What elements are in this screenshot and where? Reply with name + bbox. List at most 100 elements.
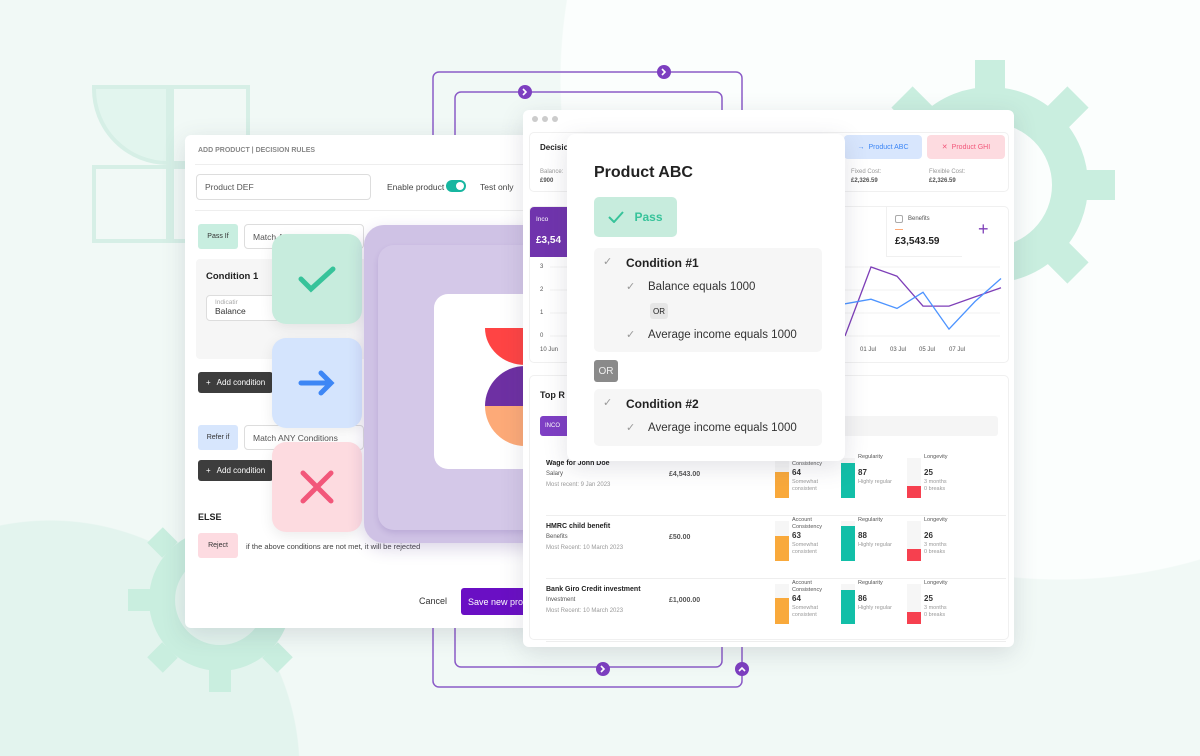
- longevity-bar: [907, 549, 921, 561]
- arrow-right-icon: →: [857, 143, 865, 151]
- income-tab[interactable]: Inco £3,54: [530, 207, 574, 257]
- condition-1-title: Condition 1: [206, 271, 259, 282]
- check-icon: [298, 266, 336, 293]
- condition-2-title: Condition #2: [626, 397, 699, 411]
- flexible-cost-value: £2,326.59: [929, 178, 956, 184]
- longevity-score: 25: [924, 594, 933, 603]
- income-label: Inco: [536, 216, 549, 223]
- enable-product-label: Enable product: [387, 182, 445, 192]
- regularity-bar: [841, 463, 855, 498]
- consistency-bar: [775, 598, 789, 624]
- regularity-score: 87: [858, 468, 867, 477]
- test-only-label: Test only: [480, 182, 514, 192]
- regularity-label: Regularity: [858, 517, 883, 523]
- consistency-text: Somewhat consistent: [792, 542, 818, 555]
- check-icon: ✓: [626, 422, 636, 434]
- indicator-value: Balance: [215, 306, 246, 316]
- longevity-score: 26: [924, 531, 933, 540]
- income-row[interactable]: HMRC child benefit Benefits Most Recent:…: [546, 517, 1006, 579]
- condition-text: Average income equals 1000: [648, 422, 797, 434]
- x-tick: 07 Jul: [949, 347, 966, 353]
- else-label: ELSE: [198, 512, 222, 522]
- add-condition-label: Add condition: [216, 378, 266, 387]
- fixed-cost-label: Fixed Cost:: [851, 169, 882, 175]
- row-name: Wage for John Doe: [546, 460, 610, 467]
- cancel-button[interactable]: Cancel: [419, 596, 448, 606]
- check-icon: ✓: [626, 329, 636, 341]
- regularity-bar: [841, 525, 855, 561]
- consistency-score: 64: [792, 594, 801, 603]
- row-category: Benefits: [546, 534, 568, 540]
- pass-tile: [272, 234, 362, 324]
- or-badge: OR: [650, 303, 668, 319]
- consistency-score: 64: [792, 468, 801, 477]
- longevity-bar: [907, 486, 921, 498]
- checkbox[interactable]: [895, 215, 903, 223]
- regularity-text: Highly regular: [858, 605, 892, 611]
- product-ghi-label: Product GHI: [951, 143, 991, 151]
- consistency-text: Somewhat consistent: [792, 479, 818, 492]
- consistency-bar: [775, 472, 789, 498]
- add-condition-label: Add condition: [216, 466, 266, 475]
- regularity-label: Regularity: [858, 454, 883, 460]
- product-ghi-badge[interactable]: ✕ Product GHI: [927, 135, 1005, 159]
- balance-value: £900: [540, 178, 554, 184]
- row-amount: £4,543.00: [669, 471, 701, 478]
- enable-product-toggle[interactable]: [446, 180, 466, 192]
- longevity-text: 3 months: [924, 605, 947, 611]
- income-row[interactable]: Wage for John Doe Salary Most recent: 9 …: [546, 454, 1006, 516]
- product-abc-badge[interactable]: → Product ABC: [844, 135, 922, 159]
- row-recent: Most recent: 9 Jan 2023: [546, 482, 611, 488]
- purple-series-line: [844, 266, 1002, 337]
- plus-icon: +: [206, 466, 211, 475]
- window-controls: [532, 116, 558, 122]
- decision-title: Decisio: [540, 143, 569, 152]
- y-tick: 2: [540, 287, 544, 293]
- pass-status-badge: Pass: [594, 197, 677, 237]
- check-icon: [608, 211, 625, 223]
- condition-text: Balance equals 1000: [648, 281, 756, 293]
- row-recent: Most Recent: 10 March 2023: [546, 545, 624, 551]
- condition-text: Average income equals 1000: [648, 329, 797, 341]
- save-product-button[interactable]: Save new pro: [461, 588, 530, 615]
- longevity-text: 3 months: [924, 479, 947, 485]
- benefits-tab[interactable]: Benefits £3,543.59: [886, 207, 962, 257]
- regularity-label: Regularity: [858, 580, 883, 586]
- longevity-label: Longevity: [924, 517, 948, 523]
- check-icon: ✓: [603, 256, 613, 268]
- longevity-score: 25: [924, 468, 933, 477]
- regularity-text: Highly regular: [858, 479, 892, 485]
- refer-if-tag: Refer if: [198, 425, 238, 450]
- fixed-cost-value: £2,326.59: [851, 178, 878, 184]
- consistency-label: Account Consistency: [792, 580, 822, 593]
- longevity-text: 3 months: [924, 542, 947, 548]
- flexible-cost-label: Flexible Cost:: [929, 169, 966, 175]
- longevity-label: Longevity: [924, 454, 948, 460]
- product-name-input[interactable]: Product DEF: [196, 174, 371, 200]
- x-tick: 03 Jul: [890, 347, 907, 353]
- row-amount: £1,000.00: [669, 597, 701, 604]
- regularity-bar: [841, 589, 855, 624]
- popup-title: Product ABC: [594, 164, 693, 181]
- regularity-score: 88: [858, 531, 867, 540]
- y-tick: 1: [540, 310, 544, 316]
- row-name: Bank Giro Credit investment: [546, 586, 641, 593]
- y-tick: 3: [540, 264, 544, 270]
- x-tick: 10 Jun: [540, 347, 559, 353]
- income-value: £3,54: [536, 235, 562, 246]
- add-condition-button[interactable]: + Add condition: [198, 460, 274, 481]
- benefits-value: £3,543.59: [895, 236, 940, 247]
- add-tab-button[interactable]: +: [978, 219, 989, 239]
- income-row[interactable]: Bank Giro Credit investment Investment M…: [546, 580, 1006, 642]
- add-condition-button[interactable]: + Add condition: [198, 372, 274, 393]
- condition-1-block: ✓ Condition #1 ✓ Balance equals 1000 OR …: [594, 248, 822, 352]
- longevity-label: Longevity: [924, 580, 948, 586]
- plus-icon: +: [206, 378, 211, 387]
- consistency-label: Account Consistency: [792, 517, 822, 530]
- reject-tile: [272, 442, 362, 532]
- check-icon: ✓: [626, 281, 636, 293]
- row-amount: £50.00: [669, 534, 691, 541]
- x-tick: 01 Jul: [860, 347, 877, 353]
- breaks-text: 0 breaks: [924, 549, 946, 555]
- reject-tag: Reject: [198, 533, 238, 558]
